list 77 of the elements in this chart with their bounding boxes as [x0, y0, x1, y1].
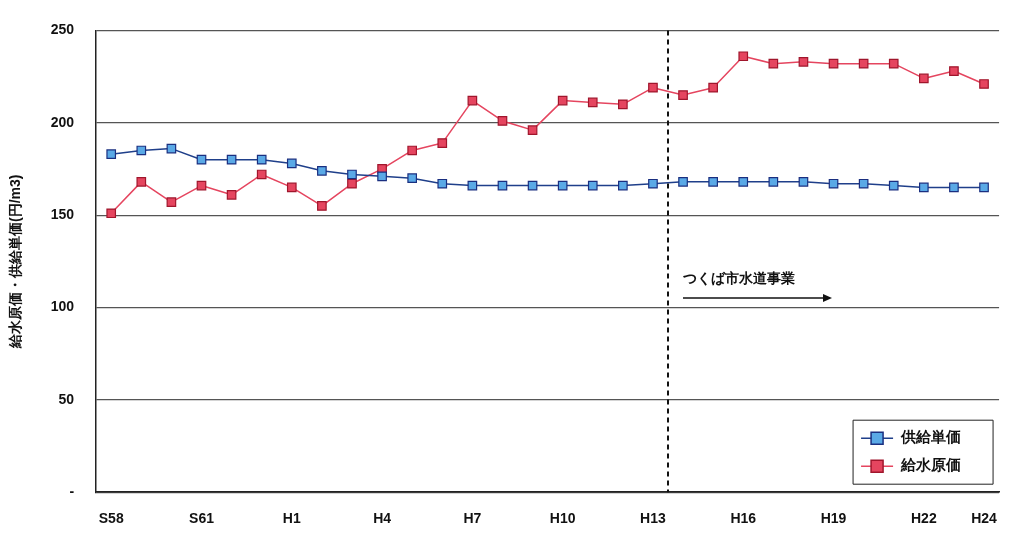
point	[166, 143, 177, 154]
point	[587, 180, 598, 191]
y-tick-label: 250	[50, 21, 75, 38]
point	[648, 82, 658, 93]
legend-label: 給水原価	[900, 456, 962, 475]
point	[798, 177, 809, 187]
x-tick-label: H19	[820, 510, 847, 527]
point	[256, 154, 267, 165]
point	[738, 51, 749, 62]
point	[949, 182, 959, 193]
point	[738, 177, 749, 187]
x-tick-label: H24	[971, 510, 998, 527]
point	[858, 58, 869, 69]
point	[618, 180, 628, 191]
point	[407, 145, 418, 156]
point	[979, 182, 989, 193]
point	[106, 149, 117, 160]
point	[949, 66, 959, 76]
x-tick-label: H22	[910, 510, 937, 527]
point	[497, 116, 508, 126]
y-tick-label: -	[69, 483, 75, 500]
x-tick-label: H13	[640, 510, 667, 527]
point	[286, 158, 297, 169]
point	[858, 178, 869, 189]
point	[918, 182, 929, 193]
x-tick-label: H10	[549, 510, 576, 527]
point	[437, 138, 448, 148]
point	[828, 58, 839, 69]
point	[196, 154, 207, 165]
point	[678, 90, 688, 100]
y-tick-label: 100	[50, 298, 75, 315]
point	[286, 182, 297, 193]
point	[618, 99, 628, 110]
x-tick-label: S58	[98, 510, 124, 527]
point	[136, 177, 147, 187]
point	[166, 197, 177, 208]
point	[708, 177, 718, 187]
x-tick-label: H4	[373, 510, 392, 527]
point	[557, 180, 568, 191]
point	[557, 95, 568, 106]
y-axis-title: 給水原価・供給単価(円/m3)	[7, 174, 24, 350]
point	[226, 189, 237, 200]
y-tick-label: 200	[50, 113, 75, 130]
point	[527, 125, 538, 135]
point	[256, 169, 267, 180]
y-tick-label: 50	[58, 390, 75, 407]
legend-label: 供給単価	[900, 428, 962, 447]
point	[648, 178, 658, 189]
point	[136, 145, 147, 156]
x-tick-label: S61	[189, 510, 215, 527]
point	[918, 73, 929, 84]
point	[347, 178, 357, 189]
point	[768, 58, 779, 69]
point	[798, 56, 809, 67]
point	[587, 97, 598, 108]
point	[317, 201, 327, 211]
point	[467, 95, 478, 106]
point	[106, 208, 117, 219]
annotation: つくば市水道事業	[682, 270, 795, 287]
point	[888, 58, 899, 69]
point	[888, 180, 899, 191]
x-tick-label: H16	[730, 510, 757, 527]
point	[226, 154, 237, 165]
point	[828, 178, 839, 189]
point	[678, 177, 688, 187]
point	[768, 177, 779, 187]
point	[437, 178, 448, 189]
point	[377, 171, 387, 182]
point	[407, 173, 418, 184]
x-tick-label: H1	[282, 510, 301, 527]
point	[708, 82, 718, 93]
x-tick-label: H7	[463, 510, 482, 527]
point	[467, 180, 478, 191]
point	[347, 169, 357, 180]
point	[317, 165, 327, 176]
point	[979, 79, 989, 89]
y-tick-label: 150	[50, 205, 75, 222]
